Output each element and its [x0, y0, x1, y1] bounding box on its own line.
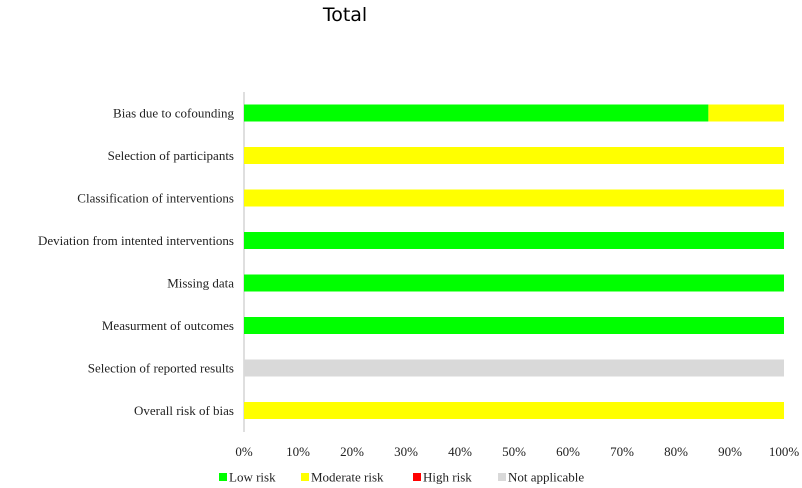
x-tick-label: 70%	[610, 444, 634, 459]
category-label: Deviation from intented interventions	[38, 233, 234, 248]
category-label: Bias due to cofounding	[113, 106, 234, 121]
x-tick-labels: 0% 10% 20% 30% 40% 50% 60% 70% 80% 90% 100%	[235, 444, 799, 459]
legend-label: Moderate risk	[311, 470, 384, 485]
legend-label: Low risk	[229, 470, 276, 485]
legend-swatch	[498, 473, 506, 481]
bar-segment	[244, 189, 784, 207]
category-label: Selection of reported results	[88, 361, 234, 376]
x-tick-label: 50%	[502, 444, 526, 459]
bar-segment	[244, 147, 784, 164]
category-label: Classification of interventions	[77, 191, 234, 206]
legend-label: Not applicable	[508, 470, 584, 485]
category-label: Selection of participants	[108, 148, 234, 163]
legend-swatch	[413, 473, 421, 481]
category-label: Overall risk of bias	[134, 403, 234, 418]
category-labels: Bias due to cofounding Selection of parti…	[38, 106, 235, 419]
bar-segment	[244, 274, 784, 292]
legend-swatch	[301, 473, 309, 481]
category-label: Measurment of outcomes	[102, 318, 234, 333]
x-tick-label: 100%	[769, 444, 800, 459]
legend: Low risk Moderate risk High risk Not applic…	[219, 470, 584, 485]
x-tick-label: 60%	[556, 444, 580, 459]
x-tick-label: 10%	[286, 444, 310, 459]
legend-swatch	[219, 473, 227, 481]
bar-segment	[244, 402, 784, 419]
x-tick-label: 90%	[718, 444, 742, 459]
x-tick-label: 30%	[394, 444, 418, 459]
x-tick-label: 0%	[235, 444, 253, 459]
bar-segment	[244, 359, 784, 377]
x-tick-label: 80%	[664, 444, 688, 459]
category-label: Missing data	[167, 276, 234, 291]
chart-title: Total	[322, 4, 367, 26]
bar-segment	[708, 104, 784, 122]
legend-label: High risk	[423, 470, 472, 485]
x-tick-label: 20%	[340, 444, 364, 459]
bars-group	[244, 104, 784, 419]
bar-segment	[244, 317, 784, 334]
x-tick-label: 40%	[448, 444, 472, 459]
bar-segment	[244, 232, 784, 249]
bar-segment	[244, 104, 709, 122]
